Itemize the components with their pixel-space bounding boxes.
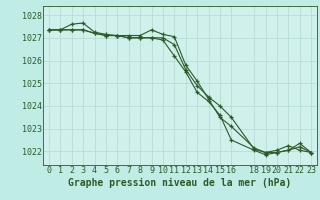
X-axis label: Graphe pression niveau de la mer (hPa): Graphe pression niveau de la mer (hPa) <box>68 178 292 188</box>
